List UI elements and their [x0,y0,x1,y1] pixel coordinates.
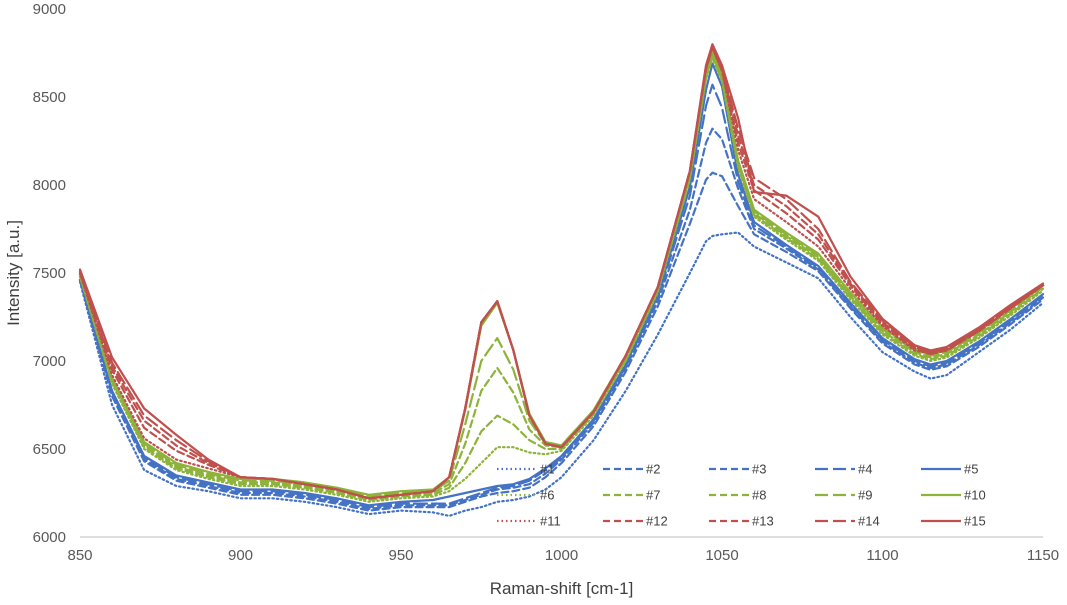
x-tick-label: 900 [228,547,253,564]
series-line-12 [78,46,1045,500]
legend-label-5: #5 [964,462,978,477]
y-tick-label: 9000 [33,1,66,18]
legend-label-12: #12 [646,514,668,529]
series-line-5 [78,62,1045,507]
series-line-2 [78,171,1045,512]
x-tick-label: 1000 [545,547,578,564]
y-tick-label: 7000 [33,353,66,370]
series-line-7 [78,55,1045,502]
series-line-4 [78,83,1045,509]
series-lines [78,43,1045,517]
legend-label-13: #13 [752,514,774,529]
legend-label-7: #7 [646,488,660,503]
y-tick-label: 7500 [33,265,66,282]
legend-label-15: #15 [964,514,986,529]
series-line-6 [78,57,1045,503]
legend: #1 #2 #3 #4 #5 #6 #7 #8 #9 #10 #11 #12 #13 #14 #15 [497,462,986,529]
legend-label-6: #6 [540,488,554,503]
x-tick-label: 950 [388,547,413,564]
legend-label-9: #9 [858,488,872,503]
series-line-13 [78,44,1045,500]
y-tick-label: 8000 [33,177,66,194]
x-tick-label: 1050 [705,547,738,564]
legend-label-10: #10 [964,488,986,503]
y-tick-labels: 6000 6500 7000 7500 8000 8500 9000 [33,1,66,546]
legend-label-2: #2 [646,462,660,477]
series-line-15 [78,43,1045,500]
y-tick-label: 6500 [33,441,66,458]
series-line-9 [78,51,1045,498]
x-tick-label: 1150 [1027,547,1059,564]
legend-label-11: #11 [540,514,561,529]
series-line-3 [78,127,1045,510]
series-line-11 [78,46,1045,500]
legend-label-4: #4 [858,462,872,477]
x-axis-title: Raman-shift [cm-1] [490,579,634,598]
legend-label-1: #1 [540,462,554,477]
y-tick-label: 8500 [33,89,66,106]
legend-label-8: #8 [752,488,766,503]
legend-label-14: #14 [858,514,880,529]
series-line-10 [78,50,1045,496]
y-axis-title: Intensity [a.u.] [4,220,23,326]
x-tick-label: 850 [67,547,92,564]
series-line-1 [78,231,1045,517]
x-tick-labels: 850 900 950 1000 1050 1100 1150 [67,547,1059,564]
series-line-8 [78,53,1045,500]
series-line-14 [78,44,1045,500]
legend-label-3: #3 [752,462,766,477]
x-tick-label: 1100 [866,547,898,564]
y-tick-label: 6000 [33,529,66,546]
